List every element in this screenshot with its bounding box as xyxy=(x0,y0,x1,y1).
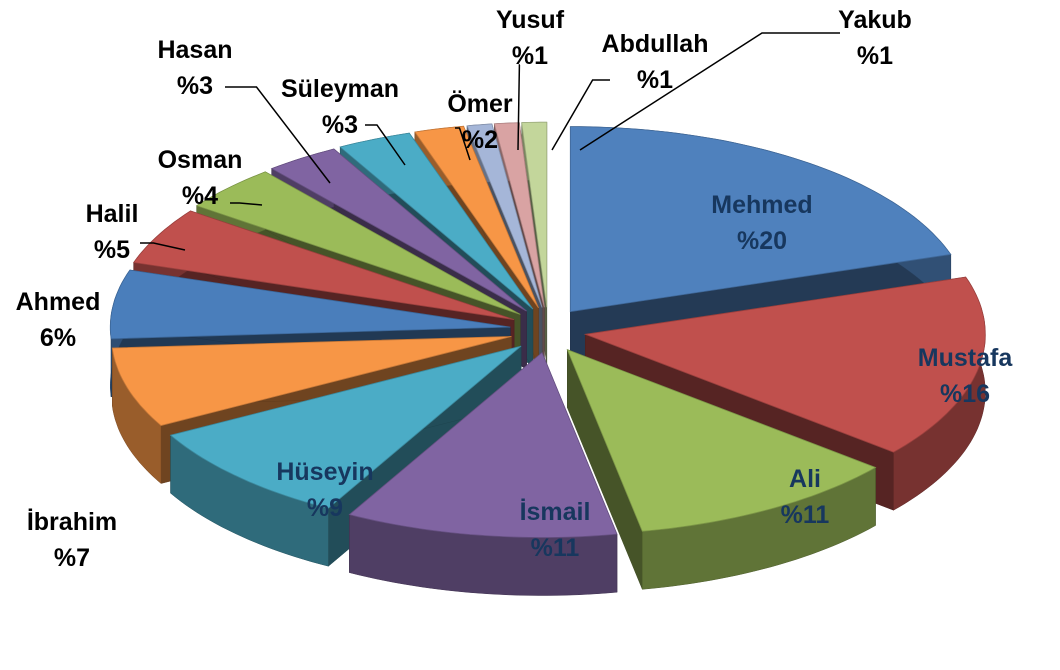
leader-line xyxy=(579,32,840,151)
slice xyxy=(566,348,877,590)
leader-line xyxy=(140,242,186,251)
slice-top xyxy=(466,123,543,308)
slice-label-name: Osman xyxy=(158,146,243,174)
slice-label-value: %11 xyxy=(531,534,580,562)
slice-label-name: Hüseyin xyxy=(276,458,373,486)
slice-label-value: %4 xyxy=(182,182,218,210)
slice-label-name: İbrahim xyxy=(27,508,117,536)
slice-label-value: %11 xyxy=(781,501,830,529)
slice-label-name: Abdullah xyxy=(602,30,709,58)
slice xyxy=(348,351,618,596)
slice-label-name: Mehmed xyxy=(711,191,812,219)
slice-label-value: %9 xyxy=(307,494,343,522)
slice-label-value: 6% xyxy=(40,324,76,352)
slice-top xyxy=(493,122,545,308)
leader-line xyxy=(455,127,471,161)
slice-top xyxy=(583,276,986,453)
slice-label-value: %20 xyxy=(737,227,787,255)
slice-label-value: %16 xyxy=(940,380,990,408)
slice-label-name: Yakub xyxy=(838,6,912,34)
leader-line xyxy=(551,79,610,151)
slice-label-name: Hasan xyxy=(157,36,232,64)
slice-top xyxy=(569,126,952,313)
slice-label-value: %7 xyxy=(54,544,90,572)
slice-label-name: Ömer xyxy=(447,89,513,118)
slice-label-name: Mustafa xyxy=(918,344,1014,372)
labels: Mehmed %20 Mustafa %16 Ali %11 İsmail %11 Hüseyi… xyxy=(16,6,1014,572)
slice-label-name: Halil xyxy=(86,200,139,228)
slice-top xyxy=(566,348,877,532)
slice-label-value: %2 xyxy=(462,126,498,154)
slice-top xyxy=(111,336,512,426)
slices xyxy=(109,121,986,596)
slice-top xyxy=(348,351,618,538)
slice-label-value: %1 xyxy=(512,42,548,70)
slice-label-value: %3 xyxy=(177,72,213,100)
slice-top xyxy=(195,171,521,315)
slice-label-name: İsmail xyxy=(520,498,591,526)
slice-label-name: Süleyman xyxy=(281,75,399,103)
slice-top xyxy=(109,269,511,340)
slice-label-value: %3 xyxy=(322,111,358,139)
leader-line xyxy=(230,202,263,206)
slice-label-value: %1 xyxy=(637,66,673,94)
leader-line xyxy=(225,86,331,184)
slice-label-value: %1 xyxy=(857,42,893,70)
leader-line xyxy=(365,124,406,166)
slice-label-name: Yusuf xyxy=(496,6,565,34)
slice-top xyxy=(339,132,534,310)
slice-label-name: Ali xyxy=(789,465,821,493)
slice-label-name: Ahmed xyxy=(16,288,101,316)
slice-top xyxy=(132,210,515,320)
slice-top xyxy=(169,345,522,509)
leader-line xyxy=(517,64,521,151)
slice-top xyxy=(414,125,539,309)
slice-label-value: %5 xyxy=(94,236,130,264)
slice-top xyxy=(270,148,527,312)
slice-top xyxy=(521,121,548,308)
